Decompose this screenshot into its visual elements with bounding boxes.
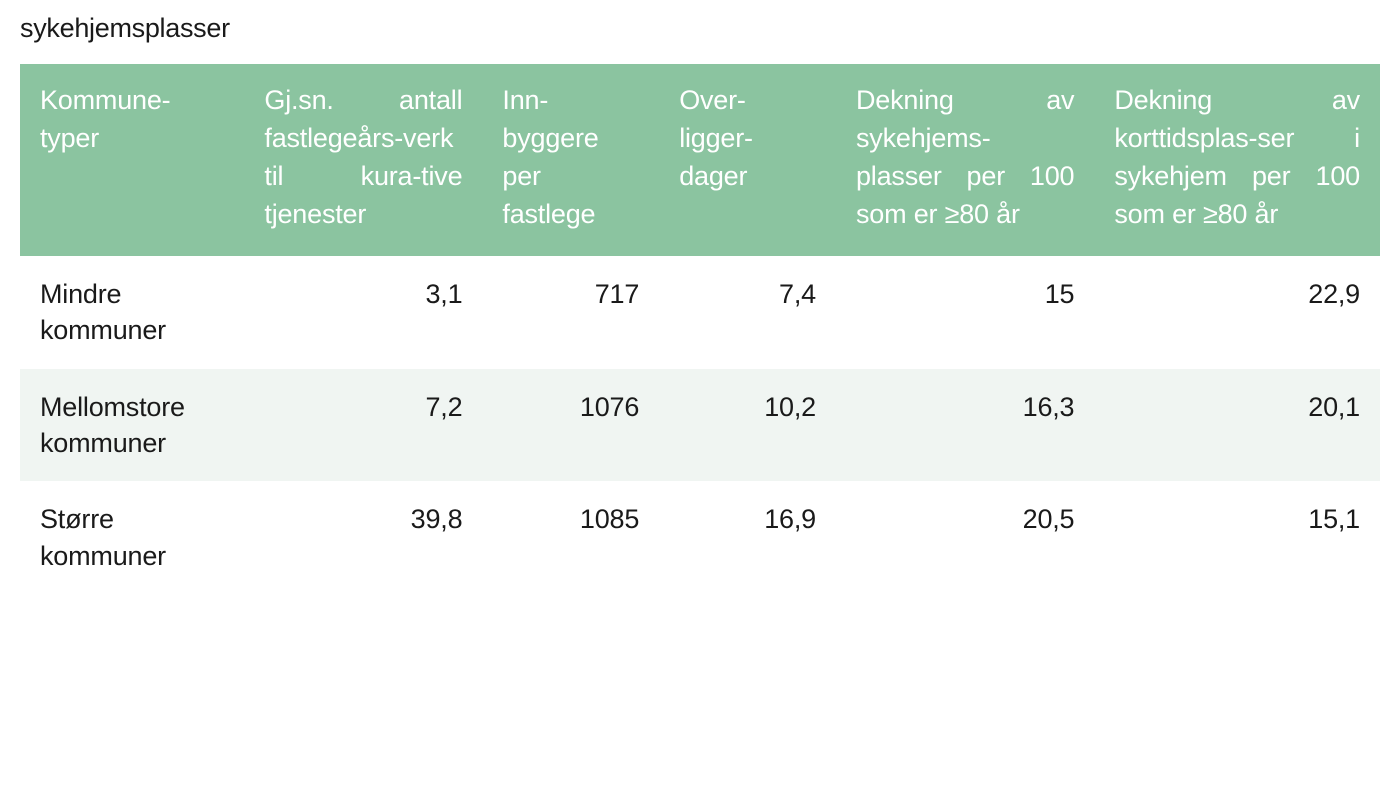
cell-value: 15,1 (1094, 481, 1380, 594)
col-header-dekning-korttid: Dekning av korttidsplas-ser i sykehjem p… (1094, 64, 1380, 255)
cell-value: 717 (482, 256, 659, 369)
col-header-innbyggere: Inn-byggere per fastlege (482, 64, 659, 255)
table-row: Større kommuner 39,8 1085 16,9 20,5 15,1 (20, 481, 1380, 594)
row-label: Mindre kommuner (20, 256, 244, 369)
table-row: Mellomstore kommuner 7,2 1076 10,2 16,3 … (20, 369, 1380, 482)
cell-value: 1076 (482, 369, 659, 482)
table-header-row: Kommune-typer Gj.sn. antall fastlegeårs-… (20, 64, 1380, 255)
col-header-dekning-sykehjem: Dekning av sykehjems-plasser per 100 som… (836, 64, 1094, 255)
cell-value: 10,2 (659, 369, 836, 482)
row-label: Større kommuner (20, 481, 244, 594)
col-header-kommunetyper: Kommune-typer (20, 64, 244, 255)
cell-value: 7,2 (244, 369, 482, 482)
cell-value: 1085 (482, 481, 659, 594)
cell-value: 15 (836, 256, 1094, 369)
cell-value: 16,9 (659, 481, 836, 594)
cell-value: 3,1 (244, 256, 482, 369)
table-caption: sykehjemsplasser (20, 10, 1380, 46)
cell-value: 7,4 (659, 256, 836, 369)
col-header-overliggerdager: Over-ligger-dager (659, 64, 836, 255)
cell-value: 20,1 (1094, 369, 1380, 482)
cell-value: 22,9 (1094, 256, 1380, 369)
cell-value: 39,8 (244, 481, 482, 594)
col-header-fastlegearsverk: Gj.sn. antall fastlegeårs-verk til kura-… (244, 64, 482, 255)
row-label: Mellomstore kommuner (20, 369, 244, 482)
table-row: Mindre kommuner 3,1 717 7,4 15 22,9 (20, 256, 1380, 369)
cell-value: 16,3 (836, 369, 1094, 482)
data-table: Kommune-typer Gj.sn. antall fastlegeårs-… (20, 64, 1380, 594)
cell-value: 20,5 (836, 481, 1094, 594)
